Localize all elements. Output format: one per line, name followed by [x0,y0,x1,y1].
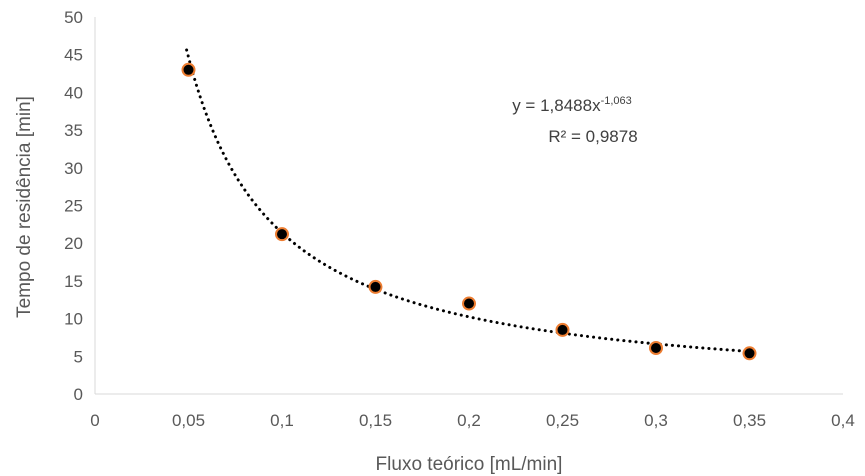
axes [94,17,843,395]
x-tick-label: 0,05 [172,411,205,430]
x-tick-label: 0,2 [457,411,481,430]
y-tick-label: 10 [64,310,83,329]
trendline-equation: y = 1,8488x-1,063 [512,95,632,115]
data-point [555,322,570,337]
y-tick-label: 35 [64,121,83,140]
y-tick-label: 40 [64,83,83,102]
y-tick-label: 30 [64,159,83,178]
x-tick-label: 0,4 [831,411,855,430]
x-tick-label: 0 [90,411,99,430]
x-tick-label: 0,35 [733,411,766,430]
y-tick-label: 15 [64,272,83,291]
data-point [742,346,757,361]
data-point [275,227,289,242]
x-tick-label: 0,1 [270,411,294,430]
data-point [462,296,476,311]
r-squared-label: R² = 0,9878 [548,127,637,146]
data-point [649,341,663,356]
y-tick-label: 0 [74,385,83,404]
y-tick-label: 20 [64,234,83,253]
x-tick-label: 0,3 [644,411,668,430]
data-point [181,62,196,77]
y-tick-label: 45 [64,46,83,65]
x-tick-label: 0,15 [359,411,392,430]
x-tick-labels: 0 0,05 0,1 0,15 0,2 0,25 0,3 0,35 0,4 [90,411,855,430]
y-tick-label: 50 [64,8,83,27]
y-tick-label: 5 [74,347,83,366]
y-axis-title: Tempo de residência [min] [14,96,35,318]
y-tick-labels: 0 5 10 15 20 25 30 35 40 45 50 [64,8,83,404]
x-axis-title: Fluxo teórico [mL/min] [376,454,563,475]
data-points [181,62,757,361]
trendline-equation-base: y = 1,8488x [512,96,601,115]
x-tick-label: 0,25 [546,411,579,430]
trendline-equation-exponent: -1,063 [601,95,632,107]
data-point [368,279,383,294]
y-tick-label: 25 [64,197,83,216]
